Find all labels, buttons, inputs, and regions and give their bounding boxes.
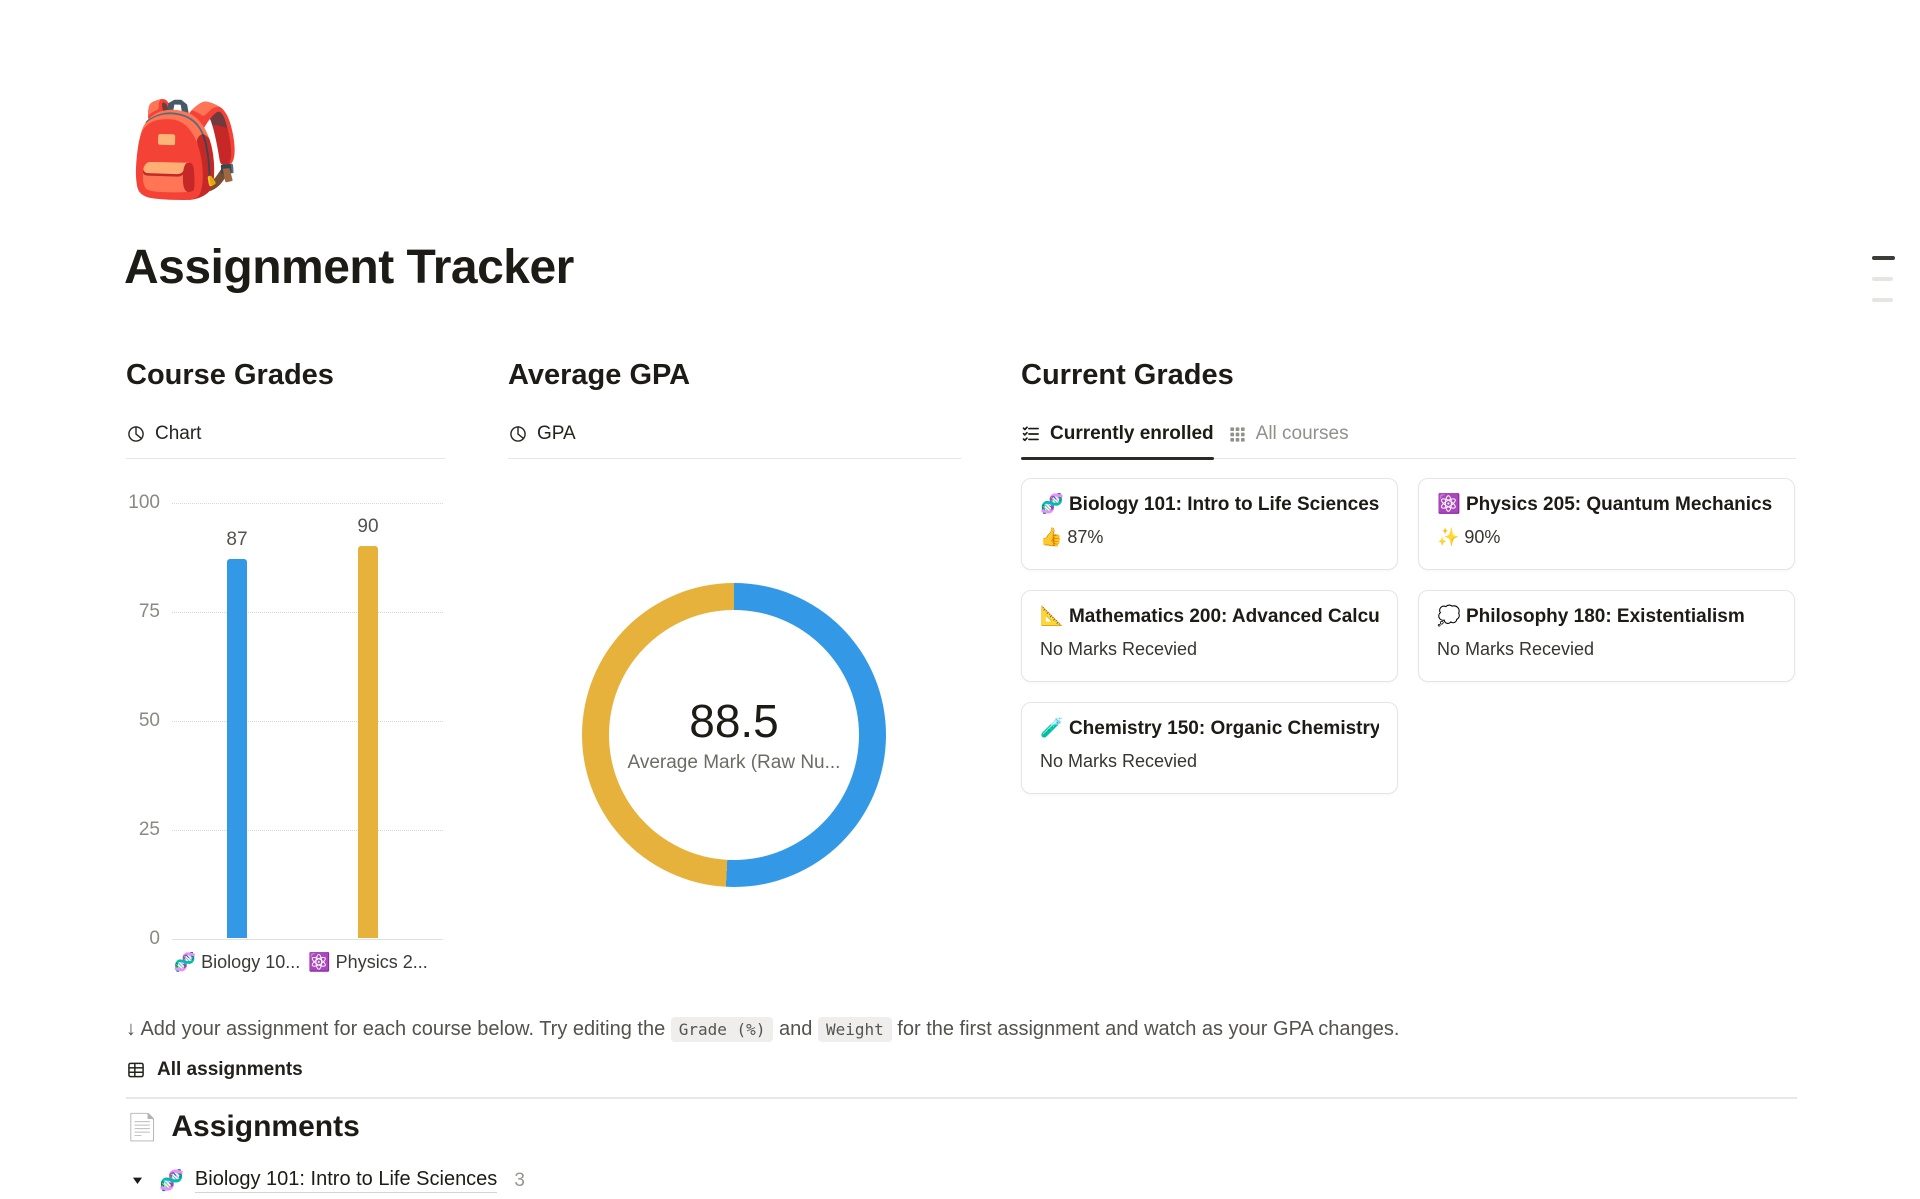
toc-bar[interactable] bbox=[1872, 298, 1893, 302]
page-icon-backpack[interactable]: 🎒 bbox=[128, 99, 243, 201]
gpa-label: Average Mark (Raw Nu... bbox=[627, 752, 841, 774]
toc-bar[interactable] bbox=[1872, 277, 1893, 281]
view-all-assignments[interactable]: All assignments bbox=[126, 1059, 303, 1081]
y-tick-0: 0 bbox=[149, 928, 160, 949]
gpa-donut-chart: 88.5 Average Mark (Raw Nu... bbox=[582, 583, 886, 887]
x-label-physics: ⚛️ Physics 2... bbox=[308, 952, 428, 972]
assignments-heading-text: Assignments bbox=[171, 1110, 360, 1143]
tab-currently-enrolled[interactable]: Currently enrolled bbox=[1021, 423, 1214, 460]
tab-currently-enrolled-label: Currently enrolled bbox=[1050, 423, 1214, 444]
note-text: and bbox=[773, 1018, 818, 1040]
section-average-gpa: Average GPA GPA 88.5 Average Mark (Raw N… bbox=[508, 358, 961, 887]
y-tick-25: 25 bbox=[138, 819, 160, 840]
gpa-donut bbox=[582, 583, 886, 887]
note-text: ↓ Add your assignment for each course be… bbox=[126, 1018, 671, 1040]
card-title: ⚛️ Physics 205: Quantum Mechanics bbox=[1437, 494, 1773, 515]
page-title: Assignment Tracker bbox=[124, 241, 574, 294]
course-grades-heading: Course Grades bbox=[126, 359, 334, 391]
tab-chart[interactable]: Chart bbox=[126, 423, 201, 445]
tab-chart-label: Chart bbox=[155, 423, 202, 444]
card-status: No Marks Recevied bbox=[1437, 639, 1595, 659]
bar-value-biology: 87 bbox=[226, 528, 248, 550]
assignment-group-row: 🧬 Biology 101: Intro to Life Sciences 3 bbox=[126, 1168, 525, 1193]
card-chemistry-150[interactable]: 🧪 Chemistry 150: Organic Chemistry No Ma… bbox=[1021, 702, 1398, 794]
tab-all-courses[interactable]: All courses bbox=[1228, 423, 1349, 445]
card-mathematics-200[interactable]: 📐 Mathematics 200: Advanced Calculus No … bbox=[1021, 590, 1398, 682]
toggle-triangle-icon[interactable] bbox=[126, 1170, 148, 1192]
bar-value-physics: 90 bbox=[357, 515, 379, 537]
tab-gpa[interactable]: GPA bbox=[508, 423, 576, 445]
card-physics-205[interactable]: ⚛️ Physics 205: Quantum Mechanics ✨ 90% bbox=[1418, 478, 1795, 570]
group-count: 3 bbox=[514, 1169, 525, 1191]
card-title: 💭 Philosophy 180: Existentialism bbox=[1437, 606, 1745, 627]
checklist-icon bbox=[1021, 424, 1041, 444]
card-philosophy-180[interactable]: 💭 Philosophy 180: Existentialism No Mark… bbox=[1418, 590, 1795, 682]
thought-balloon-icon: 💭 bbox=[1437, 606, 1461, 627]
toc-bar-current[interactable] bbox=[1872, 256, 1895, 260]
y-tick-50: 50 bbox=[138, 710, 160, 731]
card-status: No Marks Recevied bbox=[1040, 639, 1198, 659]
y-tick-75: 75 bbox=[138, 601, 160, 622]
instruction-note: ↓ Add your assignment for each course be… bbox=[126, 1014, 1686, 1045]
dna-icon: 🧬 bbox=[159, 1170, 184, 1192]
dna-icon: 🧬 bbox=[1040, 494, 1064, 515]
triangle-ruler-icon: 📐 bbox=[1040, 606, 1064, 627]
course-grades-bar-chart: 100 75 50 25 0 87 90 🧬 Biology 10... ⚛️ … bbox=[126, 492, 445, 972]
grid-icon bbox=[1228, 425, 1247, 444]
gpa-value: 88.5 bbox=[689, 694, 779, 747]
card-title: 📐 Mathematics 200: Advanced Calculus bbox=[1040, 606, 1379, 627]
note-text: for the first assignment and watch as yo… bbox=[891, 1018, 1400, 1040]
card-title: 🧪 Chemistry 150: Organic Chemistry bbox=[1040, 718, 1379, 739]
code-chip-weight: Weight bbox=[817, 1017, 892, 1042]
card-status: No Marks Recevied bbox=[1040, 751, 1198, 771]
course-grades-view-tabs: Chart bbox=[126, 423, 445, 459]
bar-physics bbox=[358, 545, 378, 938]
atom-icon: ⚛️ bbox=[1437, 494, 1461, 515]
tab-all-courses-label: All courses bbox=[1255, 423, 1349, 444]
current-grades-view-tabs: Currently enrolled All courses bbox=[1021, 423, 1796, 460]
toc-indicator[interactable] bbox=[1872, 256, 1896, 319]
section-current-grades: Current Grades Currently enrolled All co… bbox=[1021, 358, 1796, 794]
test-tube-icon: 🧪 bbox=[1040, 718, 1064, 739]
pie-chart-icon bbox=[508, 424, 528, 444]
divider bbox=[126, 1097, 1797, 1099]
card-status: 👍 87% bbox=[1040, 527, 1104, 547]
card-biology-101[interactable]: 🧬 Biology 101: Intro to Life Sciences 👍 … bbox=[1021, 478, 1398, 570]
page-facing-up-icon: 📄 bbox=[126, 1111, 159, 1142]
assignments-heading: 📄 Assignments bbox=[126, 1110, 360, 1144]
section-course-grades: Course Grades Chart 100 75 50 25 0 87 bbox=[126, 358, 445, 972]
x-label-biology: 🧬 Biology 10... bbox=[173, 952, 301, 972]
course-cards: 🧬 Biology 101: Intro to Life Sciences 👍 … bbox=[1021, 478, 1795, 794]
average-gpa-view-tabs: GPA bbox=[508, 423, 961, 459]
average-gpa-heading: Average GPA bbox=[508, 359, 691, 391]
card-status: ✨ 90% bbox=[1437, 527, 1501, 547]
bar-biology bbox=[227, 558, 247, 938]
gpa-donut-center: 88.5 Average Mark (Raw Nu... bbox=[582, 583, 886, 887]
code-chip-grade: Grade (%) bbox=[670, 1017, 774, 1042]
view-all-assignments-label: All assignments bbox=[157, 1059, 303, 1080]
card-title: 🧬 Biology 101: Intro to Life Sciences bbox=[1040, 494, 1379, 515]
table-icon bbox=[126, 1060, 146, 1080]
group-link-biology-101[interactable]: Biology 101: Intro to Life Sciences bbox=[194, 1168, 498, 1193]
y-tick-100: 100 bbox=[128, 492, 160, 513]
tab-gpa-label: GPA bbox=[537, 423, 576, 444]
current-grades-heading: Current Grades bbox=[1021, 359, 1234, 391]
pie-chart-icon bbox=[126, 424, 146, 444]
